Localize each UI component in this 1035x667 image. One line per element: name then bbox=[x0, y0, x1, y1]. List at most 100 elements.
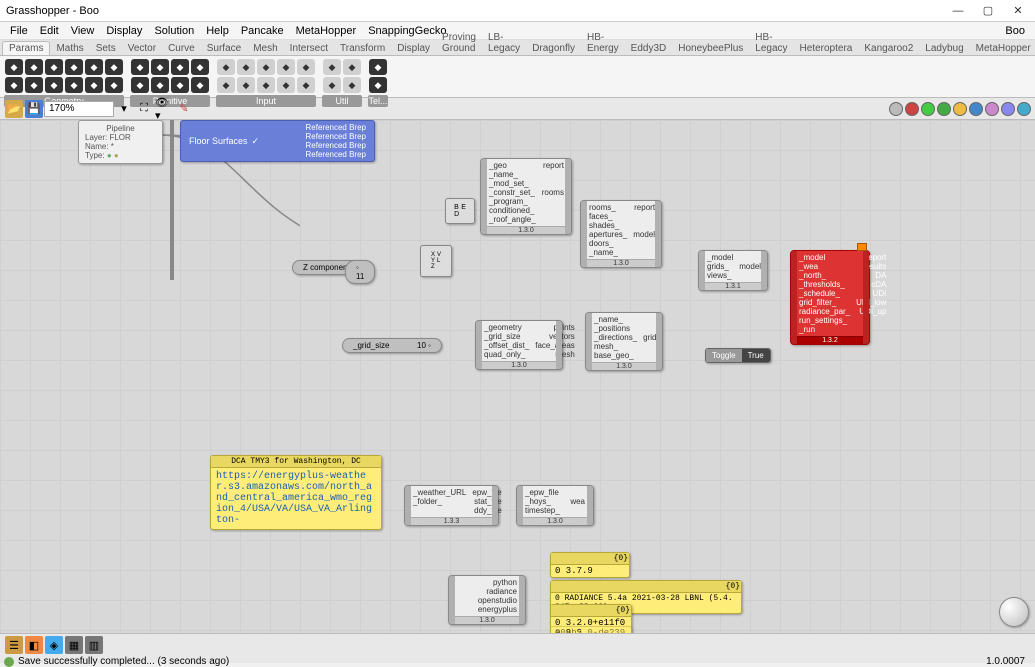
maximize-button[interactable]: ▢ bbox=[977, 4, 999, 18]
weather-component[interactable]: _weather_URL _folder_ epw_file stat_file… bbox=[404, 485, 499, 526]
status-icon-2[interactable]: ◧ bbox=[25, 636, 43, 654]
epw-url-panel[interactable]: DCA TMY3 for Washington, DC https://ener… bbox=[210, 455, 382, 530]
sensor-grid-component[interactable]: _geometry _grid_size _offset_dist_ quad_… bbox=[475, 320, 563, 370]
menu-metahopper[interactable]: MetaHopper bbox=[290, 25, 363, 37]
ribbon-button[interactable]: ◆ bbox=[277, 77, 295, 93]
ribbon-button[interactable]: ◆ bbox=[277, 59, 295, 75]
tab-sets[interactable]: Sets bbox=[90, 42, 122, 55]
menu-solution[interactable]: Solution bbox=[148, 25, 200, 37]
tab-lblegacy[interactable]: LB-Legacy bbox=[482, 31, 526, 55]
tab-intersect[interactable]: Intersect bbox=[284, 42, 334, 55]
menu-edit[interactable]: Edit bbox=[34, 25, 65, 37]
ribbon-button[interactable]: ◆ bbox=[323, 59, 341, 75]
ribbon-button[interactable]: ◆ bbox=[297, 77, 315, 93]
relay-bde[interactable]: BD E bbox=[445, 198, 475, 224]
open-icon[interactable]: 📂 bbox=[5, 100, 23, 118]
tab-curve[interactable]: Curve bbox=[162, 42, 201, 55]
status-icon-5[interactable]: ▥ bbox=[85, 636, 103, 654]
ribbon-button[interactable]: ◆ bbox=[5, 77, 23, 93]
tab-honeybeeplus[interactable]: HoneybeePlus bbox=[672, 42, 749, 55]
model-component[interactable]: rooms_ faces_ shades_ apertures_ doors_ … bbox=[580, 200, 662, 268]
tab-eddy3d[interactable]: Eddy3D bbox=[625, 42, 673, 55]
ribbon-button[interactable]: ◆ bbox=[343, 77, 361, 93]
ribbon-button[interactable]: ◆ bbox=[105, 77, 123, 93]
menu-view[interactable]: View bbox=[65, 25, 101, 37]
ribbon-button[interactable]: ◆ bbox=[191, 77, 209, 93]
menu-help[interactable]: Help bbox=[200, 25, 235, 37]
versions-component[interactable]: python radiance openstudio energyplus 1.… bbox=[448, 575, 526, 625]
ribbon-button[interactable]: ◆ bbox=[171, 77, 189, 93]
close-button[interactable]: ✕ bbox=[1007, 4, 1029, 18]
ribbon-button[interactable]: ◆ bbox=[65, 59, 83, 75]
ribbon-button[interactable]: ◆ bbox=[323, 77, 341, 93]
tab-maths[interactable]: Maths bbox=[50, 42, 89, 55]
grid-size-slider[interactable]: _grid_size10 ◦ bbox=[342, 338, 442, 353]
ribbon-button[interactable]: ◆ bbox=[85, 77, 103, 93]
status-icon-3[interactable]: ◈ bbox=[45, 636, 63, 654]
zoom-dropdown-icon[interactable]: ▾ bbox=[115, 100, 133, 118]
pipeline-component[interactable]: Pipeline Layer: FLOR Name: * Type: ● ● bbox=[78, 120, 163, 164]
ribbon-button[interactable]: ◆ bbox=[257, 59, 275, 75]
tab-hblegacy[interactable]: HB-Legacy bbox=[749, 31, 793, 55]
wea-component[interactable]: _epw_file _hoys_ timestep_ wea 1.3.0 bbox=[516, 485, 594, 526]
ribbon-button[interactable]: ◆ bbox=[151, 77, 169, 93]
sketch-icon[interactable]: ✎ bbox=[175, 100, 193, 118]
mode-icon[interactable] bbox=[969, 102, 983, 116]
ribbon-button[interactable]: ◆ bbox=[297, 59, 315, 75]
ribbon-button[interactable]: ◆ bbox=[105, 59, 123, 75]
mode-icon[interactable] bbox=[889, 102, 903, 116]
zoom-extents-icon[interactable]: ⛶ bbox=[135, 100, 153, 118]
tab-surface[interactable]: Surface bbox=[201, 42, 247, 55]
tab-kangaroo[interactable]: Kangaroo2 bbox=[858, 42, 919, 55]
ribbon-button[interactable]: ◆ bbox=[191, 59, 209, 75]
ribbon-button[interactable]: ◆ bbox=[257, 77, 275, 93]
mode-icon[interactable] bbox=[921, 102, 935, 116]
canvas[interactable]: Pipeline Layer: FLOR Name: * Type: ● ● F… bbox=[0, 120, 1035, 633]
tab-mesh[interactable]: Mesh bbox=[247, 42, 283, 55]
mode-icon[interactable] bbox=[1017, 102, 1031, 116]
named-view-icon[interactable]: 👁▾ bbox=[155, 100, 173, 118]
ribbon-button[interactable]: ◆ bbox=[217, 77, 235, 93]
room-component[interactable]: _geo _name_ _mod_set_ _constr_set_ _prog… bbox=[480, 158, 572, 235]
mode-icon[interactable] bbox=[905, 102, 919, 116]
ribbon-button[interactable]: ◆ bbox=[369, 77, 387, 93]
z-value[interactable]: ◦ 11 bbox=[345, 260, 375, 284]
mode-icon[interactable] bbox=[985, 102, 999, 116]
ribbon-button[interactable]: ◆ bbox=[5, 59, 23, 75]
boolean-toggle[interactable]: Toggle True bbox=[705, 348, 771, 363]
canvas-compass-icon[interactable] bbox=[999, 597, 1029, 627]
markov-icon[interactable]: ☰ bbox=[5, 636, 23, 654]
ribbon-button[interactable]: ◆ bbox=[237, 59, 255, 75]
menu-pancake[interactable]: Pancake bbox=[235, 25, 290, 37]
ribbon-button[interactable]: ◆ bbox=[131, 77, 149, 93]
ribbon-button[interactable]: ◆ bbox=[369, 59, 387, 75]
energyplus-version-panel[interactable]: 0 9.5.0-de239b2e5f bbox=[550, 626, 632, 633]
ribbon-button[interactable]: ◆ bbox=[217, 59, 235, 75]
tab-dragonfly[interactable]: Dragonfly bbox=[526, 42, 581, 55]
tab-ladybug[interactable]: Ladybug bbox=[919, 42, 969, 55]
tab-display[interactable]: Display bbox=[391, 42, 436, 55]
ribbon-button[interactable]: ◆ bbox=[25, 77, 43, 93]
zoom-input[interactable] bbox=[44, 101, 114, 117]
ribbon-button[interactable]: ◆ bbox=[85, 59, 103, 75]
menu-file[interactable]: File bbox=[4, 25, 34, 37]
ribbon-button[interactable]: ◆ bbox=[151, 59, 169, 75]
tab-params[interactable]: Params bbox=[2, 41, 50, 55]
grid-component[interactable]: _name_ _positions _directions_ mesh_ bas… bbox=[585, 312, 663, 371]
floor-surfaces-component[interactable]: Floor Surfaces ✓ Referenced Brep Referen… bbox=[180, 120, 375, 162]
tab-hbenergy[interactable]: HB-Energy bbox=[581, 31, 625, 55]
minimize-button[interactable]: — bbox=[947, 4, 969, 18]
ribbon-button[interactable]: ◆ bbox=[343, 59, 361, 75]
ribbon-button[interactable]: ◆ bbox=[45, 59, 63, 75]
mode-icon[interactable] bbox=[953, 102, 967, 116]
tab-proving[interactable]: Proving Ground bbox=[436, 31, 482, 55]
ribbon-button[interactable]: ◆ bbox=[171, 59, 189, 75]
ribbon-button[interactable]: ◆ bbox=[131, 59, 149, 75]
ribbon-button[interactable]: ◆ bbox=[237, 77, 255, 93]
ribbon-button[interactable]: ◆ bbox=[45, 77, 63, 93]
mode-icon[interactable] bbox=[937, 102, 951, 116]
tab-heteroptera[interactable]: Heteroptera bbox=[794, 42, 859, 55]
ribbon-button[interactable]: ◆ bbox=[65, 77, 83, 93]
status-icon-4[interactable]: ▦ bbox=[65, 636, 83, 654]
relay-xyz[interactable]: XYZ VL bbox=[420, 245, 452, 277]
